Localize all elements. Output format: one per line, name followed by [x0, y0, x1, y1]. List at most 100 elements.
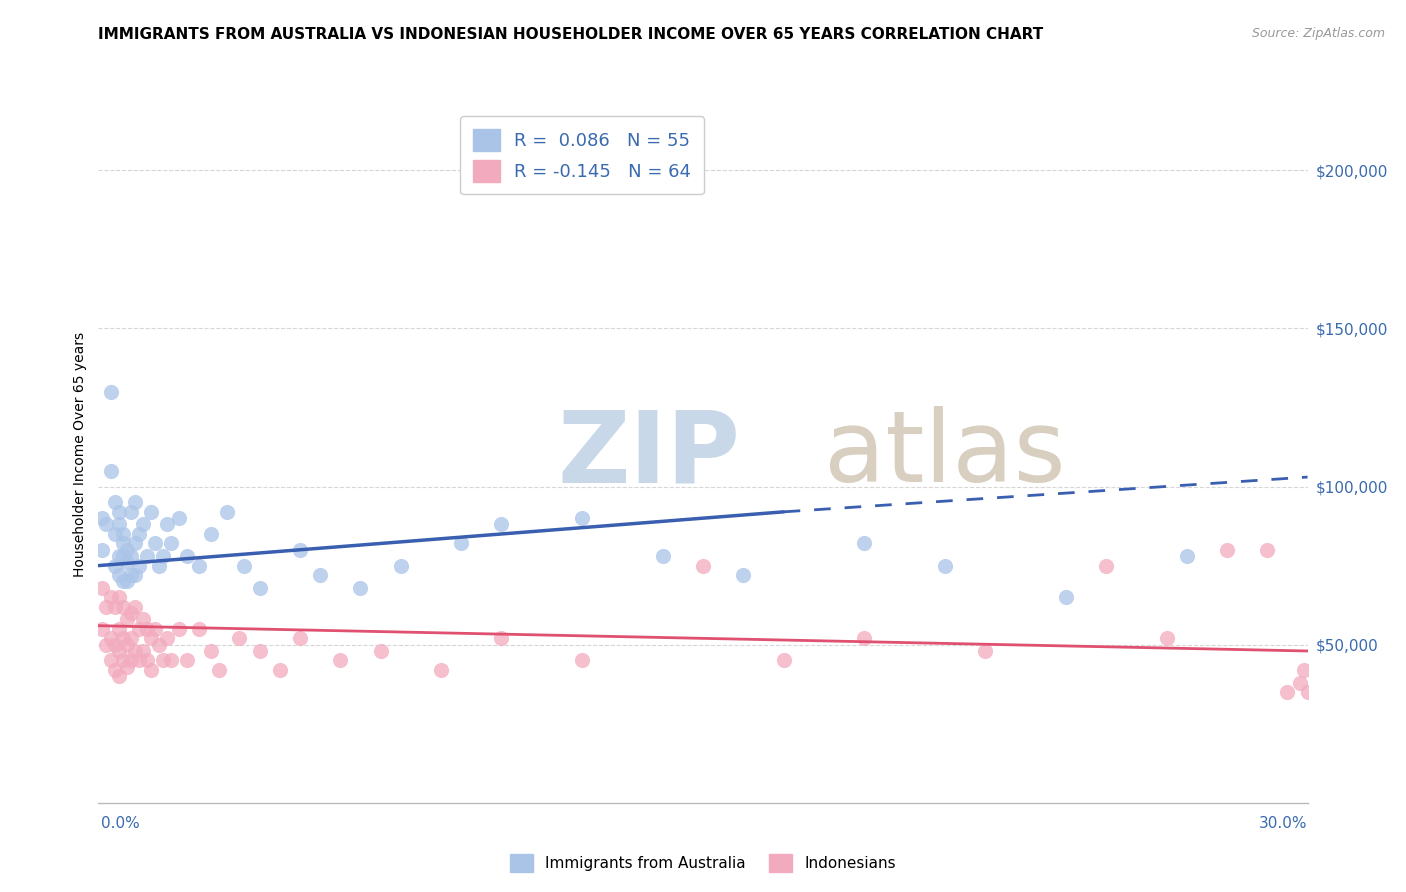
- Point: [107, 505, 129, 519]
- Point: [733, 568, 755, 582]
- Point: [111, 536, 134, 550]
- Point: [249, 644, 271, 658]
- Point: [176, 653, 198, 667]
- Point: [148, 638, 170, 652]
- Point: [128, 558, 150, 573]
- Point: [167, 511, 190, 525]
- Point: [115, 612, 138, 626]
- Point: [120, 632, 142, 646]
- Point: [269, 663, 291, 677]
- Point: [107, 622, 129, 636]
- Point: [91, 622, 114, 636]
- Point: [111, 574, 134, 589]
- Point: [1216, 542, 1239, 557]
- Text: Source: ZipAtlas.com: Source: ZipAtlas.com: [1251, 27, 1385, 40]
- Point: [107, 591, 129, 605]
- Point: [160, 653, 183, 667]
- Point: [128, 622, 150, 636]
- Point: [128, 527, 150, 541]
- Point: [135, 653, 157, 667]
- Point: [139, 663, 162, 677]
- Point: [1054, 591, 1077, 605]
- Point: [103, 527, 125, 541]
- Point: [1156, 632, 1178, 646]
- Point: [228, 632, 250, 646]
- Point: [156, 517, 179, 532]
- Text: atlas: atlas: [824, 407, 1066, 503]
- Point: [124, 568, 146, 582]
- Point: [103, 663, 125, 677]
- Point: [120, 568, 142, 582]
- Point: [934, 558, 956, 573]
- Point: [1296, 685, 1319, 699]
- Point: [692, 558, 714, 573]
- Point: [974, 644, 997, 658]
- Point: [135, 622, 157, 636]
- Point: [132, 644, 155, 658]
- Text: 0.0%: 0.0%: [101, 816, 141, 831]
- Point: [107, 517, 129, 532]
- Point: [349, 581, 371, 595]
- Point: [329, 653, 352, 667]
- Point: [1277, 685, 1299, 699]
- Point: [853, 536, 876, 550]
- Point: [143, 622, 166, 636]
- Point: [370, 644, 392, 658]
- Point: [200, 644, 222, 658]
- Point: [107, 549, 129, 563]
- Point: [160, 536, 183, 550]
- Point: [176, 549, 198, 563]
- Point: [152, 653, 174, 667]
- Point: [132, 517, 155, 532]
- Point: [143, 536, 166, 550]
- Point: [124, 599, 146, 614]
- Point: [111, 632, 134, 646]
- Point: [103, 599, 125, 614]
- Point: [491, 632, 513, 646]
- Point: [91, 542, 114, 557]
- Point: [124, 644, 146, 658]
- Point: [124, 536, 146, 550]
- Point: [107, 669, 129, 683]
- Point: [491, 517, 513, 532]
- Point: [111, 549, 134, 563]
- Point: [571, 653, 593, 667]
- Point: [132, 612, 155, 626]
- Point: [156, 632, 179, 646]
- Point: [100, 591, 122, 605]
- Point: [115, 542, 138, 557]
- Point: [152, 549, 174, 563]
- Point: [450, 536, 472, 550]
- Point: [232, 558, 254, 573]
- Point: [100, 632, 122, 646]
- Point: [115, 638, 138, 652]
- Point: [139, 632, 162, 646]
- Point: [772, 653, 794, 667]
- Point: [389, 558, 412, 573]
- Text: IMMIGRANTS FROM AUSTRALIA VS INDONESIAN HOUSEHOLDER INCOME OVER 65 YEARS CORRELA: IMMIGRANTS FROM AUSTRALIA VS INDONESIAN …: [98, 27, 1043, 42]
- Point: [120, 505, 142, 519]
- Point: [135, 549, 157, 563]
- Point: [120, 549, 142, 563]
- Point: [111, 599, 134, 614]
- Point: [100, 653, 122, 667]
- Point: [200, 527, 222, 541]
- Point: [115, 660, 138, 674]
- Point: [96, 638, 118, 652]
- Point: [571, 511, 593, 525]
- Point: [1292, 663, 1315, 677]
- Point: [1256, 542, 1278, 557]
- Point: [100, 384, 122, 399]
- Point: [288, 542, 311, 557]
- Point: [120, 606, 142, 620]
- Point: [100, 464, 122, 478]
- Point: [148, 558, 170, 573]
- Text: ZIP: ZIP: [558, 407, 741, 503]
- Point: [208, 663, 231, 677]
- Point: [96, 599, 118, 614]
- Point: [103, 495, 125, 509]
- Point: [111, 653, 134, 667]
- Point: [217, 505, 239, 519]
- Point: [139, 505, 162, 519]
- Point: [1288, 675, 1310, 690]
